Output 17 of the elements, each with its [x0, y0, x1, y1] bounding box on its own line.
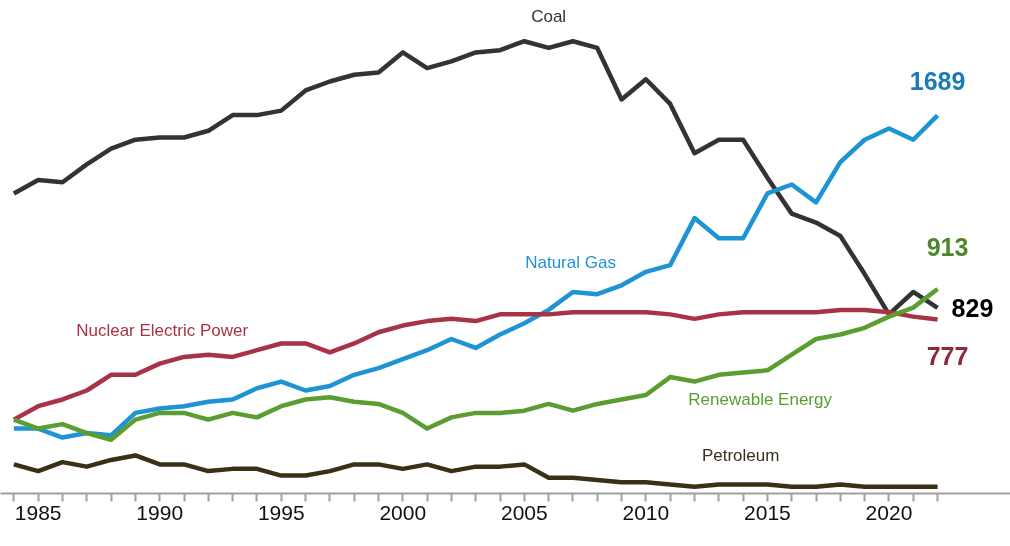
x-tick-label: 2010 [622, 500, 670, 524]
x-tick-label: 2020 [865, 500, 913, 524]
x-tick-label: 2000 [379, 500, 427, 524]
x-tick-label: 1990 [136, 500, 184, 524]
data-label: 913 [926, 233, 969, 262]
x-tick-label: 1985 [14, 500, 62, 524]
data-label: 777 [926, 341, 969, 370]
data-label: 829 [951, 293, 994, 322]
series-label: Natural Gas [525, 253, 616, 273]
data-label: 1689 [909, 67, 966, 96]
series-label: Nuclear Electric Power [76, 320, 249, 340]
x-tick-label: 2005 [500, 500, 548, 524]
series-label: Renewable Energy [688, 389, 833, 409]
x-tick-label: 2015 [744, 500, 791, 524]
series-label: Petroleum [701, 445, 780, 465]
series-label: Coal [531, 7, 567, 27]
x-tick-label: 1995 [257, 500, 305, 524]
